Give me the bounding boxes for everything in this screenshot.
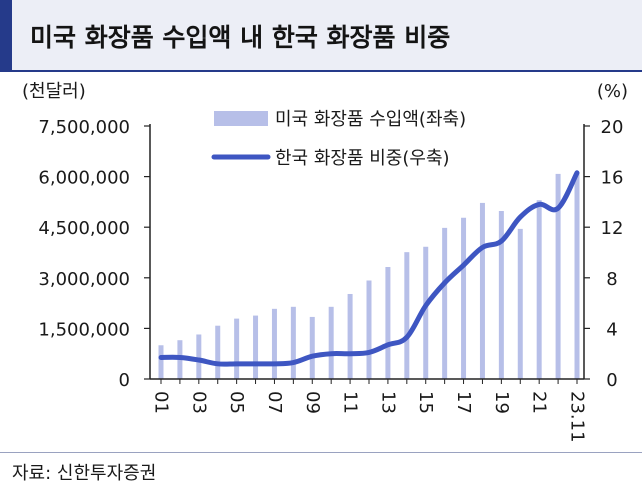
dual-axis-chart: (천달러) (%) 0 1,500,000 3,000,000 4,500,000 6,00… [22,81,628,443]
bar-import-23.11 [574,172,580,379]
legend-bar-swatch [214,111,268,126]
bar-import-12 [366,280,372,379]
left-tick-label: 0 [119,370,130,391]
x-tick-label: 11 [340,391,361,414]
x-tick-label: 21 [529,391,550,414]
bar-import-10 [328,306,334,379]
bar-import-06 [253,315,259,379]
bar-import-04 [215,325,221,379]
x-tick-label: 15 [415,391,436,414]
x-tick-label: 05 [226,391,247,414]
right-tick-label: 16 [601,168,624,189]
right-axis-unit: (%) [597,81,628,102]
bar-import-15 [423,246,429,379]
bar-import-01 [158,345,164,379]
bar-import-19 [498,211,504,379]
bar-import-20 [517,228,523,379]
left-tick-label: 6,000,000 [38,168,130,189]
right-tick-label: 20 [601,117,624,138]
bar-import-17 [461,217,467,379]
bar-import-16 [442,227,448,379]
bar-import-08 [290,306,296,379]
left-tick-label: 3,000,000 [38,269,130,290]
x-tick-label: 19 [491,391,512,414]
bar-import-11 [347,293,353,379]
bar-import-13 [385,267,391,379]
bar-import-05 [234,318,240,379]
x-tick-label: 09 [302,391,323,414]
source-note: 자료: 신한투자증권 [12,463,157,484]
chart-title: 미국 화장품 수입액 내 한국 화장품 비중 [30,23,451,52]
source-divider [0,452,642,453]
x-tick-label: 13 [377,391,398,414]
x-tick-label: 23.11 [567,391,588,443]
bar-import-03 [196,334,202,379]
bar-import-22 [555,173,561,379]
x-tick-label: 03 [188,391,209,414]
bar-import-21 [536,200,542,379]
x-tick-label: 01 [151,391,172,414]
bar-import-14 [404,252,410,379]
left-tick-label: 1,500,000 [38,319,130,340]
right-tick-label: 8 [606,269,617,290]
bar-import-07 [271,308,277,379]
left-axis-unit: (천달러) [22,81,86,102]
legend-bar-label: 미국 화장품 수입액(좌축) [275,109,466,130]
title-accent-bar [0,0,12,72]
bar-import-18 [479,202,485,379]
right-tick-label: 12 [601,218,624,239]
x-tick-label: 07 [264,391,285,414]
left-tick-label: 7,500,000 [38,117,130,138]
title-banner: 미국 화장품 수입액 내 한국 화장품 비중 [0,0,642,72]
right-tick-label: 0 [606,370,617,391]
bar-import-09 [309,316,315,379]
title-underline [0,70,642,72]
right-tick-label: 4 [606,319,617,340]
left-tick-label: 4,500,000 [38,218,130,239]
x-tick-label: 17 [453,391,474,414]
legend-line-label: 한국 화장품 비중(우축) [275,148,450,169]
